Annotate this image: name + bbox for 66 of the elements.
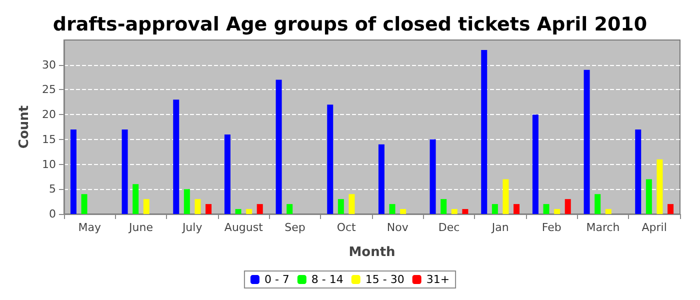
y-tick-label: 15 [42, 132, 56, 146]
bar [256, 204, 263, 214]
bar [440, 199, 447, 214]
bar [594, 194, 601, 214]
x-tick-label: Feb [542, 221, 562, 234]
x-tick-label: April [642, 221, 667, 234]
x-tick-label: May [78, 221, 102, 234]
legend-label: 8 - 14 [311, 273, 344, 286]
bar [656, 159, 663, 214]
bar [132, 184, 139, 214]
x-tick-label: July [181, 221, 203, 234]
x-tick-label: Jan [490, 221, 509, 234]
chart-title: drafts-approval Age groups of closed tickets April 2010 [52, 14, 648, 36]
bar [173, 100, 180, 214]
y-tick-label: 30 [42, 58, 56, 72]
bar [605, 209, 612, 214]
bar [668, 204, 674, 214]
legend-label: 15 - 30 [365, 273, 404, 286]
bar [502, 179, 509, 214]
bar [514, 204, 520, 214]
x-tick-label: June [128, 221, 154, 234]
y-tick-label: 25 [42, 83, 56, 96]
y-tick-label: 5 [49, 182, 56, 196]
bar [532, 114, 538, 214]
bar [70, 129, 76, 214]
bar [143, 199, 150, 214]
bar [348, 194, 355, 214]
x-tick-label: March [586, 221, 620, 234]
legend-label: 0 - 7 [264, 273, 290, 286]
x-tick-label: Oct [336, 221, 357, 234]
y-tick-label: 10 [42, 158, 56, 171]
bar [122, 129, 128, 214]
bar [246, 209, 252, 214]
bar [400, 209, 406, 214]
bar [564, 199, 571, 214]
bar [378, 144, 384, 214]
bar [389, 204, 396, 214]
bar [462, 209, 468, 214]
bar [646, 179, 652, 214]
bar [451, 209, 458, 214]
bar [543, 204, 550, 214]
bar [276, 80, 282, 214]
bar [224, 134, 230, 214]
bar [184, 189, 190, 214]
y-axis-title: Count [17, 105, 32, 149]
x-tick-label: Dec [438, 221, 460, 234]
y-tick-label: 20 [42, 108, 56, 122]
y-tick-label: 0 [49, 208, 56, 220]
bar [635, 129, 642, 214]
bar [430, 139, 436, 214]
x-tick-label: August [224, 221, 264, 234]
bar [194, 199, 201, 214]
bar [584, 70, 590, 214]
bar [81, 194, 88, 214]
x-tick-label: Sep [284, 221, 306, 234]
x-tick-label: Nov [386, 221, 409, 234]
x-axis-title: Month [348, 245, 396, 260]
legend-label: 31+ [426, 273, 450, 286]
bar [235, 209, 242, 214]
bar [554, 209, 560, 214]
bar [481, 50, 488, 214]
bar [206, 204, 212, 214]
bar [327, 104, 334, 214]
bar [286, 204, 293, 214]
bar [492, 204, 498, 214]
bar [338, 199, 344, 214]
